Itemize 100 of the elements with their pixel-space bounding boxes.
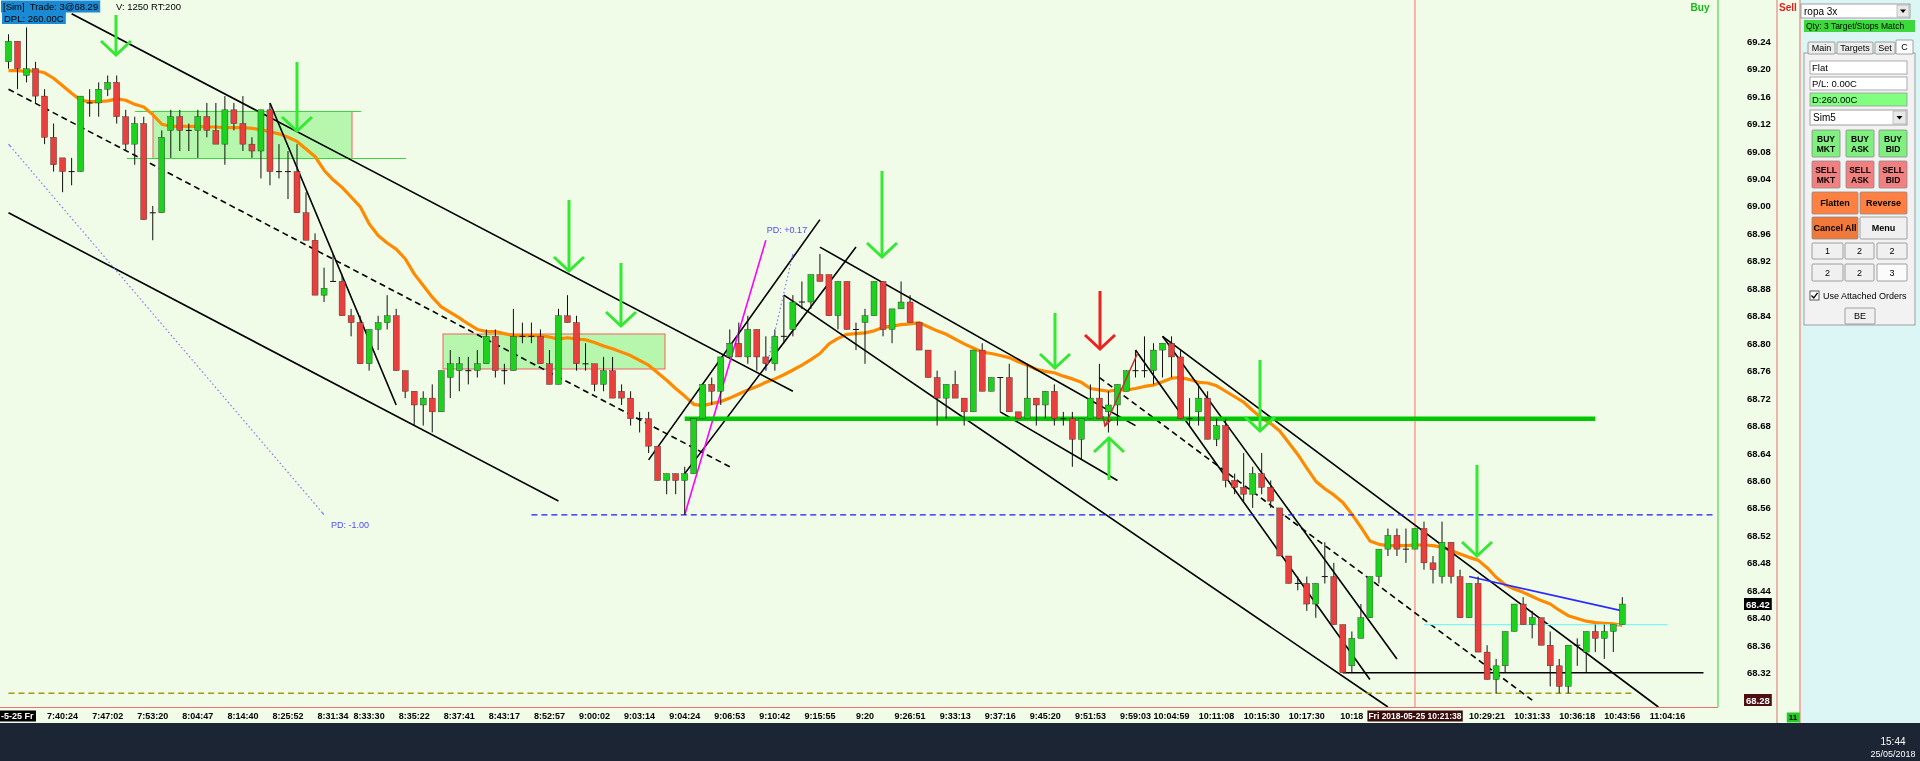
- x-tick-label: 9:03:14: [624, 711, 656, 721]
- y-tick-label: 68.80: [1747, 337, 1771, 349]
- y-tick-label: 69.08: [1747, 145, 1771, 157]
- y-tick-label: 69.00: [1747, 200, 1771, 212]
- annotation: DPL: 260.00C: [4, 12, 64, 24]
- x-tick-label: 9:15:55: [804, 711, 836, 721]
- button: Menu: [1859, 216, 1908, 240]
- y-tick-label: 68.56: [1747, 502, 1771, 514]
- y-tick-label: 69.24: [1747, 35, 1772, 47]
- button: 2: [1811, 263, 1844, 282]
- x-tick-label: 9:10:42: [759, 711, 791, 721]
- y-tick-label: 69.12: [1747, 118, 1771, 130]
- y-tick-label: 68.64: [1747, 447, 1772, 459]
- y-tick-label: 68.88: [1747, 282, 1771, 294]
- button: 1: [1811, 242, 1844, 260]
- x-tick-label: 7:47:02: [92, 711, 124, 721]
- text: 25/05/2018: [1870, 749, 1916, 759]
- annotation: PD: +0.17: [766, 225, 808, 235]
- y-tick-label: 68.76: [1747, 365, 1771, 377]
- button: 3: [1876, 263, 1908, 282]
- y-tick-label: 68.68: [1747, 420, 1771, 432]
- x-tick-label: 7:53:20: [137, 711, 169, 721]
- x-tick-label: 8:35:22: [398, 711, 430, 721]
- status-bar: Qty: 3 Target/Stops Match: [1804, 20, 1915, 32]
- x-tick-label: 8:14:40: [227, 711, 259, 721]
- button: BE: [1844, 307, 1876, 325]
- x-tick-label: Fri 2018-05-25 10:21:38: [1368, 711, 1462, 721]
- y-tick-label: 69.20: [1747, 63, 1771, 75]
- y-tick-label: 68.40: [1747, 612, 1771, 624]
- dropdown: ropa 3x: [1800, 3, 1911, 19]
- tab: Main: [1807, 41, 1836, 55]
- x-tick-label: 8:43:17: [488, 711, 520, 721]
- text-field: Flat: [1809, 60, 1908, 75]
- button: Cancel All: [1811, 216, 1859, 240]
- x-tick-label: 10:11:08: [1198, 711, 1235, 721]
- x-tick-label: 10:43:56: [1604, 711, 1641, 721]
- button: Flatten: [1811, 191, 1859, 215]
- y-tick-label: 68.36: [1747, 639, 1771, 651]
- x-tick-label: 9:06:53: [714, 711, 746, 721]
- x-tick-label: 7:40:24: [47, 711, 79, 721]
- dropdown: Sim5: [1809, 109, 1908, 126]
- x-tick-label: 9:20: [856, 711, 875, 721]
- x-tick-label: 10:04:59: [1153, 711, 1190, 721]
- x-tick-label: 11:04:16: [1649, 711, 1686, 721]
- button: SELL BID: [1878, 160, 1908, 189]
- text-field: D:260.00C: [1809, 92, 1908, 107]
- annotation: PD: -1.00: [331, 520, 370, 530]
- x-tick-label: 9:04:24: [669, 711, 701, 721]
- annotation: [Sim] Trade: 3@68.29: [3, 1, 99, 12]
- x-tick-label: 9:33:13: [939, 711, 971, 721]
- text: Use Attached Orders: [1823, 291, 1908, 301]
- text: 11: [1788, 713, 1798, 722]
- x-tick-label: 8:25:52: [272, 711, 304, 721]
- y-tick-label: 68.84: [1747, 310, 1772, 322]
- y-tick-label: 68.48: [1747, 557, 1771, 569]
- x-tick-label: 8:04:47: [182, 711, 214, 721]
- x-tick-label: 10:15:30: [1243, 711, 1280, 721]
- button: 2: [1876, 242, 1908, 260]
- button: SELL ASK: [1845, 160, 1875, 189]
- x-tick-label: 9:45:20: [1029, 711, 1061, 721]
- x-tick-label: 10:29:21: [1469, 711, 1506, 721]
- x-tick-label: 8:52:57: [533, 711, 565, 721]
- x-tick-label: 9:26:51: [894, 711, 926, 721]
- button: 2: [1844, 242, 1875, 260]
- text: 68.42: [1746, 598, 1770, 610]
- x-tick-label: 10:18: [1340, 711, 1364, 721]
- x-tick-label: 9:37:16: [984, 711, 1016, 721]
- x-tick-label: 9:51:53: [1074, 711, 1106, 721]
- annotation: V: 1250 RT:200: [116, 1, 181, 12]
- tab: C: [1895, 39, 1914, 55]
- text: 68.28: [1746, 694, 1770, 706]
- button: BUY MKT: [1811, 129, 1841, 158]
- button: Reverse: [1859, 191, 1908, 215]
- y-tick-label: 68.96: [1747, 227, 1771, 239]
- text-field: P/L: 0.00C: [1809, 76, 1908, 91]
- x-tick-label: 10:31:33: [1514, 711, 1551, 721]
- x-tick-label: 8:31:34: [317, 711, 349, 721]
- text: 15:44: [1880, 736, 1906, 747]
- y-tick-label: 68.32: [1747, 667, 1771, 679]
- x-tick-label: 9:00:02: [579, 711, 611, 721]
- tab: Targets: [1836, 41, 1874, 55]
- x-tick-label: 9:59:03: [1119, 711, 1151, 721]
- y-tick-label: 69.04: [1747, 172, 1772, 184]
- y-tick-label: 68.92: [1747, 255, 1771, 267]
- button: SELL MKT: [1811, 160, 1841, 189]
- annotation: Buy: [1690, 2, 1710, 13]
- text: Sell: [1779, 2, 1798, 13]
- button: 2: [1844, 263, 1875, 282]
- x-tick-label: 10:36:18: [1559, 711, 1596, 721]
- y-tick-label: 68.72: [1747, 392, 1771, 404]
- button: BUY ASK: [1845, 129, 1875, 158]
- y-tick-label: 69.16: [1747, 90, 1771, 102]
- text: -5-25 Fr: [1, 711, 35, 721]
- y-tick-label: 68.44: [1747, 584, 1772, 596]
- button: BUY BID: [1878, 129, 1908, 158]
- x-tick-label: 8:33:30: [353, 711, 385, 721]
- y-tick-label: 68.60: [1747, 474, 1771, 486]
- tab: Set: [1874, 41, 1896, 55]
- x-tick-label: 10:17:30: [1288, 711, 1325, 721]
- y-tick-label: 68.52: [1747, 529, 1771, 541]
